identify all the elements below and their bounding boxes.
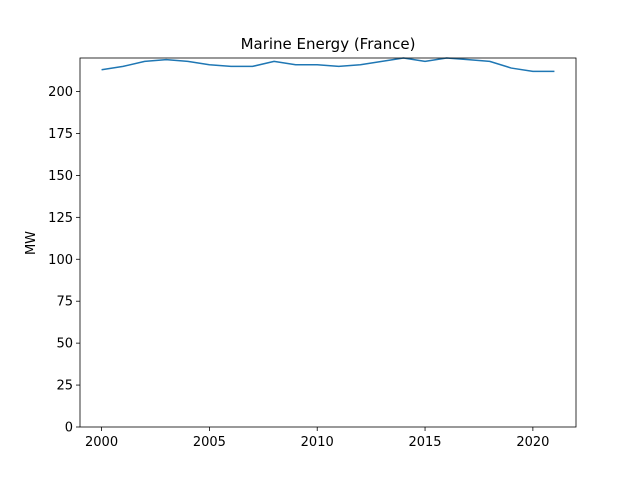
y-tick-label: 175 (48, 127, 73, 142)
y-tick-label: 125 (48, 211, 73, 226)
y-tick-label: 200 (48, 85, 73, 100)
series-line-0 (101, 57, 555, 73)
x-tick-label: 2005 (193, 435, 226, 450)
y-tick-label: 50 (56, 337, 73, 352)
x-tick-label: 2015 (408, 435, 441, 450)
y-tick-label: 0 (65, 421, 73, 436)
y-tick-label: 100 (48, 253, 73, 268)
x-tick-label: 2010 (301, 435, 334, 450)
x-tick-label: 2000 (85, 435, 118, 450)
x-tick-label: 2020 (516, 435, 549, 450)
plot-area: 2000 2005 2010 2015 2020 0 25 50 75 100 125 150 175 2… (48, 57, 577, 450)
y-tick-label: 75 (56, 295, 73, 310)
y-tick-label: 150 (48, 169, 73, 184)
y-axis-label: MW (24, 231, 39, 255)
axes-frame (79, 57, 577, 428)
chart-title: Marine Energy (France) (241, 35, 416, 53)
y-tick-label: 25 (56, 379, 73, 394)
